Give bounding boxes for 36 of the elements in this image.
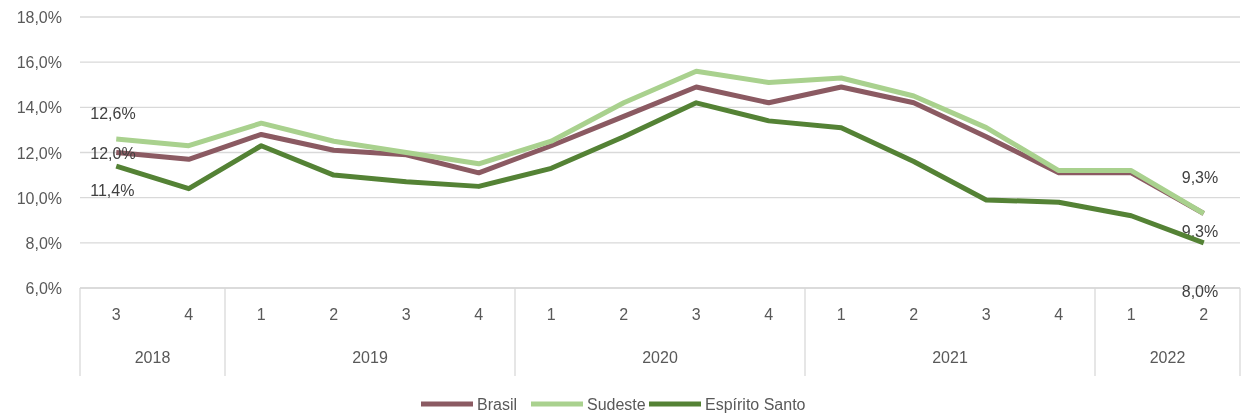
x-tick-label: 3	[401, 306, 411, 323]
x-tick-label: 1	[1126, 306, 1136, 323]
y-tick-label: 16,0%	[16, 54, 62, 72]
x-tick-label: 2	[1199, 306, 1209, 323]
x-tick-label: 4	[184, 306, 194, 323]
x-tick-label: 1	[546, 306, 556, 323]
legend-label: Espírito Santo	[705, 396, 806, 413]
x-tick-label: 2	[329, 306, 339, 323]
data-label: 8,0%	[1181, 282, 1219, 300]
text: 2022	[1149, 349, 1186, 366]
text: 2018	[134, 349, 171, 366]
y-tick-label: 10,0%	[16, 189, 62, 207]
data-label: 12,6%	[90, 104, 136, 122]
x-tick-label: 3	[111, 306, 121, 323]
x-tick-label: 4	[764, 306, 774, 323]
legend-label: Sudeste	[587, 396, 646, 413]
legend-label: Brasil	[477, 396, 518, 413]
x-tick-label: 3	[981, 306, 991, 323]
x-tick-label: 3	[691, 306, 701, 323]
text: 2020	[642, 349, 678, 366]
y-tick-label: 18,0%	[16, 9, 62, 26]
y-tick-label: 14,0%	[16, 99, 62, 117]
x-tick-label: 4	[474, 306, 484, 323]
x-tick-label: 2	[619, 306, 629, 323]
y-tick-label: 8,0%	[25, 234, 62, 252]
x-tick-label: 2	[909, 306, 919, 323]
y-tick-label: 6,0%	[25, 280, 62, 297]
x-tick-label: 1	[256, 306, 266, 323]
data-label: 12,0%	[90, 144, 136, 162]
text: 2021	[932, 349, 968, 366]
y-tick-label: 12,0%	[16, 144, 62, 162]
text: 2019	[352, 349, 388, 366]
x-tick-label: 1	[836, 306, 846, 323]
x-tick-label: 4	[1054, 306, 1064, 323]
data-label: 11,4%	[90, 182, 135, 200]
data-label: 9,3%	[1181, 169, 1219, 187]
